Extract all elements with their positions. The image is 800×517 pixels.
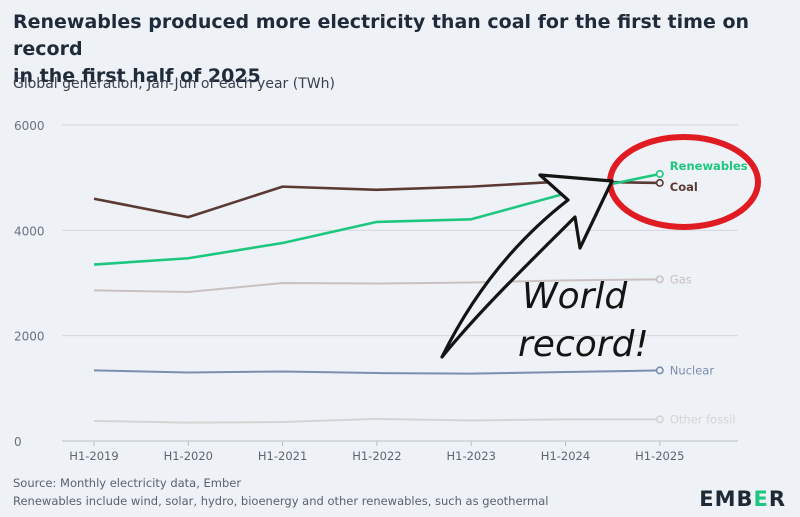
series-line-other-fossil (93, 417, 660, 424)
series-end-point-renewables (655, 169, 664, 178)
series-line-nuclear (93, 369, 660, 375)
series-label-nuclear: Nuclear (670, 363, 715, 377)
series-label-other-fossil: Other fossil (670, 412, 736, 426)
series-end-point-other-fossil (655, 415, 664, 424)
x-tick-label: H1-2021 (258, 449, 307, 463)
x-tick-label: H1-2020 (164, 449, 213, 463)
y-tick-label: 4000 (14, 224, 45, 238)
series-label-coal: Coal (670, 180, 698, 194)
x-tick-label: H1-2022 (352, 449, 401, 463)
x-tick-label: H1-2019 (69, 449, 118, 463)
x-tick-label: H1-2023 (447, 449, 496, 463)
chart-title: Renewables produced more electricity tha… (13, 9, 783, 90)
series-end-point-coal (655, 178, 664, 187)
series-end-point-gas (655, 275, 664, 284)
annotation-text-line-1: World (522, 276, 628, 317)
arrow-annotation (440, 173, 614, 359)
chart-title-line-1: Renewables produced more electricity tha… (13, 11, 750, 60)
x-tick-label: H1-2024 (541, 449, 590, 463)
ember-logo: EMBER (699, 487, 786, 511)
y-tick-label: 6000 (14, 119, 45, 133)
chart-subtitle: Global generation, Jan-Jun of each year … (13, 76, 335, 92)
chart-title-line-2: in the first half of 2025 (13, 65, 261, 87)
series-end-point-nuclear (655, 366, 664, 375)
source-note: Source: Monthly electricity data, Ember … (13, 474, 549, 510)
source-line-2: Renewables include wind, solar, hydro, b… (13, 494, 549, 508)
source-line-1: Source: Monthly electricity data, Ember (13, 476, 242, 490)
x-tick-label: H1-2025 (635, 449, 684, 463)
series-line-gas (93, 278, 660, 293)
series-label-gas: Gas (670, 272, 692, 286)
series-label-renewables: Renewables (670, 159, 748, 173)
annotation-text-line-2: record! (518, 324, 649, 365)
y-tick-label: 2000 (14, 330, 45, 344)
y-tick-label: 0 (14, 435, 22, 449)
